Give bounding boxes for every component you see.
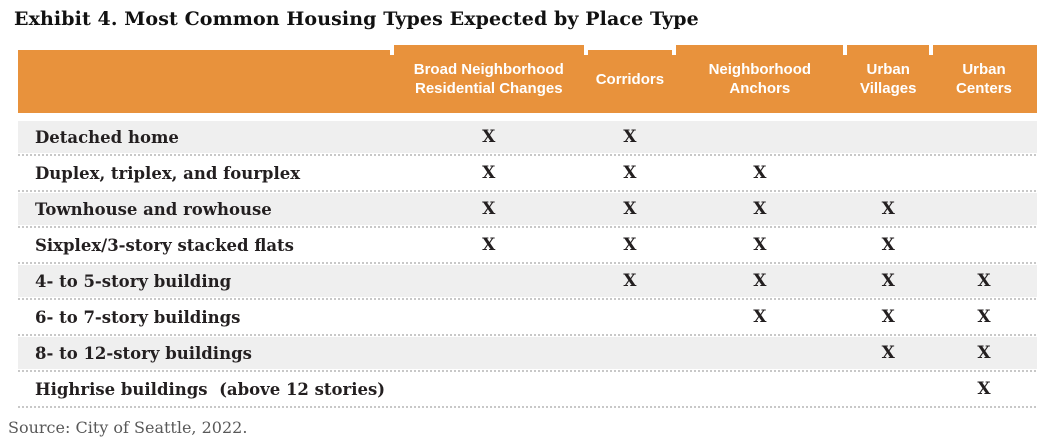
row-label: 8- to 12-story buildings	[35, 343, 252, 363]
header-column-divider	[843, 45, 848, 55]
mark-cell: X	[881, 343, 895, 363]
source-note: Source: City of Seattle, 2022.	[8, 418, 248, 437]
row-label: Highrise buildings (above 12 stories)	[35, 379, 386, 399]
mark-cell: X	[881, 307, 895, 327]
mark-cell: X	[482, 235, 496, 255]
header-label: Urban Centers	[956, 61, 1012, 97]
row-label: Detached home	[35, 127, 179, 147]
mark-cell: X	[753, 271, 767, 291]
table-row: 6- to 7-story buildings X X X	[18, 301, 1037, 333]
mark-cell: X	[482, 163, 496, 183]
row-label: Townhouse and rowhouse	[35, 199, 272, 219]
mark-cell: X	[977, 343, 991, 363]
header-column-divider	[929, 45, 934, 55]
row-label: Duplex, triplex, and fourplex	[35, 163, 301, 183]
row-separator	[18, 297, 1037, 301]
header-label: Corridors	[595, 70, 665, 88]
mark-cell: X	[623, 199, 637, 219]
table-row: 4- to 5-story building X X X X	[18, 265, 1037, 297]
housing-types-table: Broad Neighborhood Residential Changes C…	[18, 45, 1037, 409]
row-label: 4- to 5-story building	[35, 271, 232, 291]
row-label: Sixplex/3-story stacked flats	[35, 235, 294, 255]
header-col-urban-villages: Urban Villages	[845, 45, 931, 113]
header-label: Neighborhood Anchors	[708, 61, 812, 97]
mark-cell: X	[977, 307, 991, 327]
table-row: Detached home X X	[18, 121, 1037, 153]
table-row: Sixplex/3-story stacked flats X X X X	[18, 229, 1037, 261]
header-spacer-cell	[18, 45, 392, 113]
table-header-row: Broad Neighborhood Residential Changes C…	[18, 45, 1037, 113]
mark-cell: X	[753, 307, 767, 327]
header-column-divider	[672, 45, 677, 55]
mark-cell: X	[977, 271, 991, 291]
mark-cell: X	[623, 235, 637, 255]
mark-cell: X	[753, 235, 767, 255]
header-col-broad-neighborhood-residential-changes: Broad Neighborhood Residential Changes	[392, 45, 586, 113]
header-col-corridors: Corridors	[586, 45, 675, 113]
row-label: 6- to 7-story buildings	[35, 307, 241, 327]
mark-cell: X	[881, 271, 895, 291]
header-column-divider	[389, 45, 394, 55]
table-row: Townhouse and rowhouse X X X X	[18, 193, 1037, 225]
mark-cell: X	[623, 127, 637, 147]
row-separator	[18, 261, 1037, 265]
row-separator	[18, 369, 1037, 373]
mark-cell: X	[977, 379, 991, 399]
table-row: Highrise buildings (above 12 stories) X	[18, 373, 1037, 405]
mark-cell: X	[482, 127, 496, 147]
row-separator	[18, 153, 1037, 157]
mark-cell: X	[482, 199, 496, 219]
header-label: Broad Neighborhood Residential Changes	[413, 61, 564, 97]
row-separator	[18, 189, 1037, 193]
header-top-inset	[18, 45, 390, 50]
header-top-inset	[587, 45, 673, 50]
mark-cell: X	[623, 163, 637, 183]
row-separator	[18, 225, 1037, 229]
mark-cell: X	[881, 235, 895, 255]
mark-cell: X	[623, 271, 637, 291]
header-col-urban-centers: Urban Centers	[931, 45, 1037, 113]
header-col-neighborhood-anchors: Neighborhood Anchors	[674, 45, 845, 113]
header-column-divider	[583, 45, 588, 55]
table-row: 8- to 12-story buildings X X	[18, 337, 1037, 369]
mark-cell: X	[753, 163, 767, 183]
mark-cell: X	[753, 199, 767, 219]
table-row: Duplex, triplex, and fourplex X X X	[18, 157, 1037, 189]
header-label: Urban Villages	[859, 61, 917, 97]
page-title: Exhibit 4. Most Common Housing Types Exp…	[14, 8, 699, 30]
row-separator	[18, 405, 1037, 409]
mark-cell: X	[881, 199, 895, 219]
row-separator	[18, 333, 1037, 337]
